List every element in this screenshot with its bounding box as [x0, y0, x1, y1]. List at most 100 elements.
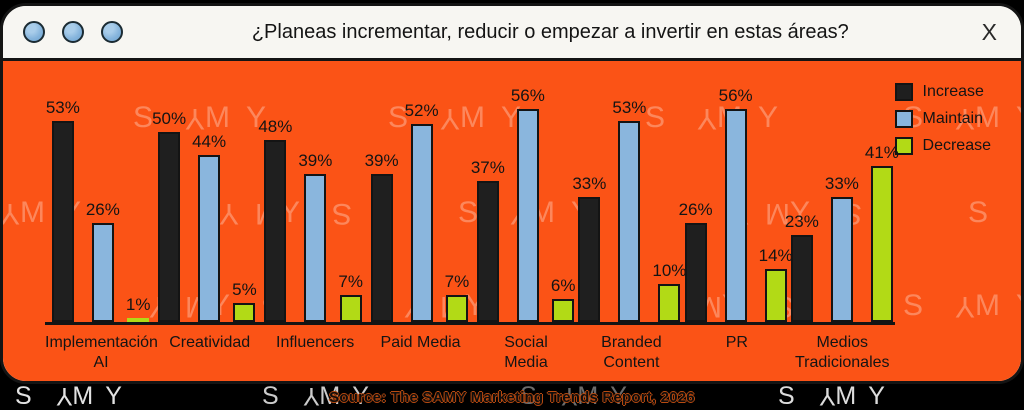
bar-with-label: 56% [511, 86, 545, 322]
bar-decrease [127, 318, 150, 322]
bar-increase [790, 235, 813, 322]
bar-maintain [91, 223, 114, 322]
category-label: Implementación AI [45, 334, 158, 371]
bar-group: 39% 52% 7% [365, 101, 469, 322]
bar-with-label: 33% [572, 174, 606, 322]
bar-increase [264, 140, 287, 322]
bar-value-label: 33% [572, 174, 607, 193]
source-caption: Source: The SAMY Marketing Trends Report… [329, 389, 695, 406]
bar-maintain [410, 124, 433, 322]
traffic-light-1[interactable] [23, 21, 45, 43]
legend-label: Decrease [922, 137, 991, 154]
samy-watermark: SYMY [15, 382, 134, 410]
bar-value-label: 7% [444, 272, 470, 291]
samy-watermark: SYMY [133, 101, 283, 135]
bar-with-label: 26% [679, 200, 713, 322]
category-label: Medios Tradicionales [794, 334, 890, 371]
bar-with-label: 39% [365, 151, 399, 322]
samy-watermark: SYMY [388, 101, 521, 135]
samy-watermark: SYMY [520, 382, 639, 410]
traffic-light-3[interactable] [101, 21, 123, 43]
bar-value-label: 23% [784, 212, 819, 231]
bar-group: 26% 56% 14% [679, 86, 793, 322]
category-axis: Implementación AI Creatividad Influencers P… [45, 333, 895, 372]
legend-swatch-decrease [894, 137, 913, 155]
bar-decrease [445, 295, 468, 322]
bar-maintain [304, 174, 327, 322]
bar-value-label: 56% [718, 86, 753, 105]
bar-value-label: 53% [612, 98, 647, 117]
bar-value-label: 7% [338, 272, 363, 291]
bar-group: 50% 44% 5% [152, 109, 257, 322]
bar-with-label: 1% [126, 295, 150, 322]
bar-increase [158, 132, 181, 322]
bar-increase [578, 197, 601, 322]
bar-value-label: 5% [232, 280, 257, 299]
legend-item-maintain: Maintain [894, 110, 991, 128]
window-title: ¿Planeas incrementar, reducir o empezar … [251, 20, 849, 43]
category-label: Social Media [504, 334, 548, 371]
bar-decrease [233, 303, 256, 322]
bar-value-label: 41% [864, 143, 899, 162]
bar-group: 33% 53% 10% [572, 98, 686, 322]
bar-increase [684, 223, 707, 322]
traffic-lights [23, 21, 123, 43]
bar-increase [370, 174, 393, 322]
bar-decrease [764, 269, 787, 322]
samy-watermark: SYMY [903, 289, 1021, 323]
bar-with-label: 44% [192, 132, 226, 322]
bar-increase [51, 121, 74, 322]
category-label: Creatividad [169, 334, 251, 351]
legend-item-decrease: Decrease [894, 137, 991, 155]
bar-decrease [339, 295, 362, 322]
bar-with-label: 6% [550, 276, 576, 322]
bar-maintain [724, 109, 747, 322]
legend-swatch-increase [894, 83, 913, 101]
bar-with-label: 41% [865, 143, 899, 322]
bar-with-label: 37% [471, 158, 505, 322]
bar-maintain [618, 121, 641, 322]
bar-with-label: 48% [258, 117, 292, 322]
bar-with-label: 33% [825, 174, 859, 322]
legend-label: Increase [922, 83, 984, 100]
bar-value-label: 26% [678, 200, 713, 219]
bar-with-label: 14% [759, 246, 793, 322]
bar-value-label: 39% [364, 151, 399, 170]
bar-maintain [830, 197, 853, 322]
category-label: Influencers [276, 334, 355, 351]
bar-value-label: 26% [85, 200, 120, 219]
bar-value-label: 56% [510, 86, 545, 105]
bar-with-label: 26% [86, 200, 120, 322]
bar-with-label: 5% [232, 280, 257, 322]
bar-value-label: 53% [45, 98, 80, 117]
bar-with-label: 52% [405, 101, 439, 322]
browser-window: ¿Planeas incrementar, reducir o empezar … [0, 3, 1024, 384]
category-label: Branded Content [601, 334, 662, 371]
legend-label: Maintain [922, 110, 983, 127]
bar-with-label: 23% [785, 212, 819, 322]
bar-group: 53% 26% 1% [46, 98, 150, 322]
bar-value-label: 52% [404, 101, 439, 120]
samy-watermark: SYMY [778, 382, 897, 410]
bar-with-label: 7% [338, 272, 363, 322]
bar-decrease [552, 299, 575, 322]
bar-with-label: 53% [612, 98, 646, 322]
samy-watermark: SYMY [968, 196, 1021, 230]
bar-value-label: 6% [550, 276, 576, 295]
chart-legend: Increase Maintain Decrease [894, 83, 991, 155]
legend-swatch-maintain [894, 110, 913, 128]
bar-with-label: 39% [298, 151, 332, 322]
bar-increase [476, 181, 499, 322]
bar-with-label: 56% [719, 86, 753, 322]
bar-value-label: 50% [152, 109, 187, 128]
bar-value-label: 10% [652, 261, 687, 280]
bar-value-label: 44% [192, 132, 227, 151]
bar-value-label: 14% [758, 246, 793, 265]
samy-watermark: SYMY [262, 382, 381, 410]
traffic-light-2[interactable] [62, 21, 84, 43]
bar-group: 48% 39% 7% [258, 117, 363, 322]
close-icon[interactable]: X [981, 18, 997, 45]
category-label: Paid Media [380, 334, 461, 351]
bar-value-label: 33% [824, 174, 859, 193]
legend-item-increase: Increase [894, 83, 991, 101]
